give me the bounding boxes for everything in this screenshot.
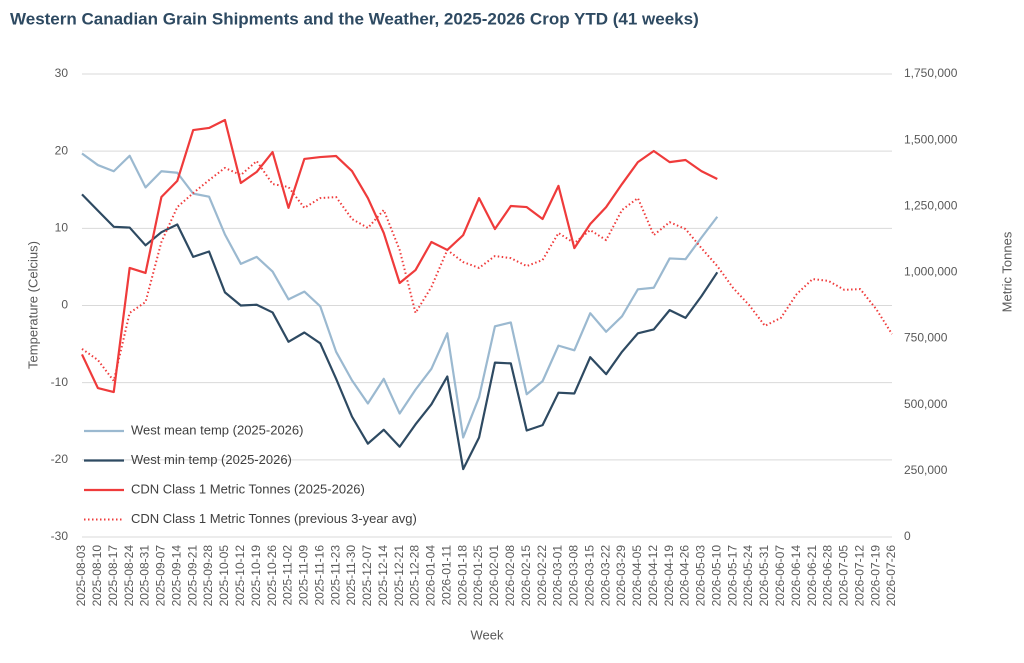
legend-label: CDN Class 1 Metric Tonnes (previous 3-ye…: [131, 511, 417, 526]
x-tick-label: 2026-04-26: [678, 545, 692, 607]
y2-tick-label: 1,000,000: [904, 265, 958, 279]
y-tick-label: 0: [61, 298, 68, 312]
x-tick-label: 2025-11-16: [312, 545, 326, 606]
y2-tick-label: 1,250,000: [904, 198, 958, 212]
x-tick-label: 2026-02-01: [487, 545, 501, 607]
legend-label: West min temp (2025-2026): [131, 452, 292, 467]
y-tick-label: -30: [51, 529, 69, 543]
x-tick-label: 2026-06-14: [789, 545, 803, 607]
x-tick-label: 2026-05-10: [709, 545, 723, 607]
x-tick-label: 2025-11-09: [297, 545, 311, 606]
y2-tick-label: 500,000: [904, 397, 948, 411]
x-tick-label: 2026-06-28: [821, 545, 835, 607]
y-tick-label: 20: [55, 143, 69, 157]
legend-label: West mean temp (2025-2026): [131, 422, 303, 437]
y2-tick-label: 1,500,000: [904, 132, 958, 146]
x-tick-label: 2026-06-21: [805, 545, 819, 607]
chart-title: Western Canadian Grain Shipments and the…: [10, 9, 699, 28]
x-tick-label: 2025-12-14: [376, 545, 390, 607]
x-tick-label: 2025-08-24: [122, 545, 136, 607]
x-tick-label: 2026-01-04: [424, 545, 438, 607]
y2-axis-label: Metric Tonnes: [999, 231, 1014, 312]
x-tick-label: 2025-11-02: [281, 545, 295, 606]
x-tick-label: 2026-03-22: [598, 545, 612, 607]
x-tick-label: 2025-10-19: [249, 545, 263, 607]
x-tick-label: 2026-03-01: [551, 545, 565, 607]
legend-label: CDN Class 1 Metric Tonnes (2025-2026): [131, 481, 365, 496]
series-line: [81, 152, 719, 439]
x-tick-label: 2026-05-24: [741, 545, 755, 607]
x-tick-label: 2026-07-12: [852, 545, 866, 607]
x-tick-label: 2025-08-10: [90, 545, 104, 607]
x-tick-label: 2025-09-21: [185, 545, 199, 607]
x-tick-label: 2025-12-28: [408, 545, 422, 607]
x-tick-label: 2026-01-25: [471, 545, 485, 607]
x-tick-label: 2025-09-07: [154, 545, 168, 607]
y-tick-label: 30: [55, 66, 69, 80]
x-tick-label: 2026-04-05: [630, 545, 644, 607]
x-tick-label: 2026-01-11: [439, 545, 453, 606]
x-tick-label: 2025-11-30: [344, 545, 358, 606]
y2-tick-label: 750,000: [904, 331, 948, 345]
x-tick-label: 2026-02-15: [519, 545, 533, 607]
series-line: [81, 118, 718, 394]
x-tick-label: 2026-04-19: [662, 545, 676, 607]
x-tick-label: 2026-06-07: [773, 545, 787, 607]
x-axis-label: Week: [471, 627, 504, 642]
x-tick-label: 2026-03-15: [582, 545, 596, 607]
x-tick-label: 2026-02-08: [503, 545, 517, 607]
x-tick-label: 2026-04-12: [646, 545, 660, 607]
y2-tick-label: 1,750,000: [904, 66, 958, 80]
x-tick-label: 2026-05-31: [757, 545, 771, 607]
x-tick-label: 2025-08-31: [138, 545, 152, 607]
y-axis-label: Temperature (Celcius): [25, 241, 40, 369]
x-tick-label: 2025-11-23: [328, 545, 342, 606]
y-tick-label: -10: [51, 375, 69, 389]
y2-tick-label: 0: [904, 529, 911, 543]
x-tick-label: 2025-10-26: [265, 545, 279, 607]
series-line: [81, 160, 893, 382]
x-tick-label: 2026-01-18: [455, 545, 469, 607]
x-tick-label: 2025-08-17: [106, 545, 120, 607]
x-tick-label: 2025-12-07: [360, 545, 374, 607]
x-tick-label: 2026-03-08: [567, 545, 581, 607]
y-tick-label: -20: [51, 452, 69, 466]
x-tick-label: 2026-07-26: [884, 545, 898, 607]
x-tick-label: 2026-07-05: [837, 545, 851, 607]
x-tick-label: 2026-05-03: [694, 545, 708, 607]
x-tick-label: 2026-03-29: [614, 545, 628, 607]
series-line: [81, 193, 719, 471]
x-tick-label: 2025-09-28: [201, 545, 215, 607]
x-tick-label: 2025-10-05: [217, 545, 231, 607]
x-tick-label: 2025-09-14: [169, 545, 183, 607]
x-tick-label: 2026-02-22: [535, 545, 549, 607]
y-tick-label: 10: [55, 221, 69, 235]
x-tick-label: 2026-07-19: [868, 545, 882, 607]
x-tick-label: 2025-08-03: [74, 545, 88, 607]
x-tick-label: 2025-10-12: [233, 545, 247, 607]
y2-tick-label: 250,000: [904, 463, 948, 477]
x-tick-label: 2025-12-21: [392, 545, 406, 607]
x-tick-label: 2026-05-17: [725, 545, 739, 607]
